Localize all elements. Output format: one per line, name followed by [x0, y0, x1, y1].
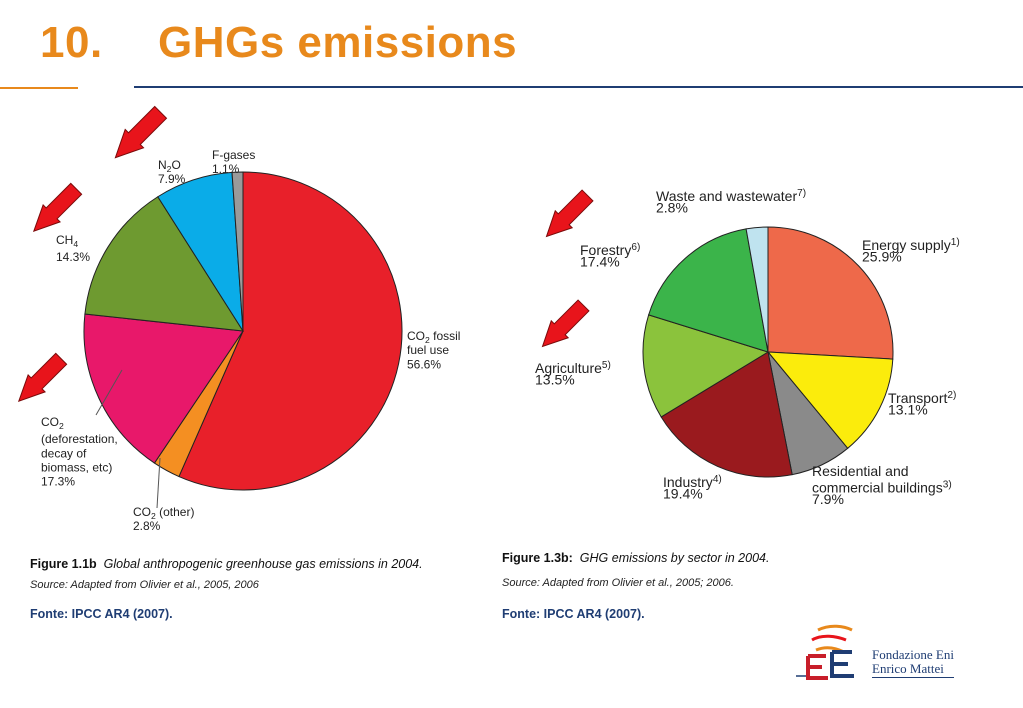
- title-text: GHGs emissions: [158, 18, 518, 67]
- feem-logo: Fondazione Eni Enrico Mattei: [796, 622, 976, 688]
- title-rule-right: [134, 86, 1023, 88]
- slice-label: CO2 fossil fuel use 56.6%: [407, 329, 460, 371]
- figure-1-3b-fonte: Fonte: IPCC AR4 (2007).: [502, 607, 645, 621]
- red-arrow-icon: [17, 352, 68, 403]
- caption-label: Figure 1.3b:: [502, 551, 573, 565]
- slice-label: Waste and wastewater7) 2.8%: [656, 188, 806, 216]
- label-leader-line: [156, 457, 161, 509]
- slice-label: N2O 7.9%: [158, 158, 186, 186]
- figure-1-3b-caption: Figure 1.3b: GHG emissions by sector in …: [502, 551, 769, 565]
- pie-slice-f-gases: [231, 171, 244, 332]
- caption-label: Figure 1.1b: [30, 557, 97, 571]
- slice-label: CO2 (other) 2.8%: [133, 505, 194, 533]
- pie-chart-global-emissions: CO2 fossil fuel use 56.6% CO2 (other) 2.8% CO…: [17, 105, 460, 533]
- pie-slice-co2-fossil-fuel-use: [178, 171, 403, 491]
- title-number: 10.: [40, 18, 103, 67]
- slice-label: CH4 14.3%: [56, 233, 90, 264]
- logo-line-2: Enrico Mattei: [872, 662, 954, 678]
- slice-label: CO2 (deforestation, decay of biomass, etc) 1…: [41, 415, 118, 489]
- pie-slice-forestry: [648, 228, 769, 353]
- pie-slice-waste-and-wastewater: [745, 226, 769, 353]
- slice-label: Industry4) 19.4%: [663, 474, 722, 502]
- slice-label: Forestry6) 17.4%: [580, 242, 640, 270]
- page-title: 10. GHGs emissions: [40, 18, 517, 68]
- figure-1-1b-fonte: Fonte: IPCC AR4 (2007).: [30, 607, 173, 621]
- pie-slice-ch4: [84, 196, 244, 332]
- logo-line-1: Fondazione Eni: [872, 647, 954, 662]
- slice-label: F-gases 1.1%: [212, 148, 255, 176]
- pie-slice-energy-supply: [767, 226, 894, 360]
- pie-chart-sector-emissions: Energy supply1) 25.9% Transport2) 13.1% Resi…: [535, 188, 960, 507]
- caption-text: GHG emissions by sector in 2004.: [579, 551, 770, 565]
- pie-slice-agriculture: [642, 314, 770, 418]
- figure-1-1b-caption: Figure 1.1b Global anthropogenic greenho…: [30, 557, 423, 571]
- title-rule-left: [0, 87, 78, 89]
- label-leader-line: [95, 369, 123, 416]
- feem-logo-mark: [796, 624, 854, 680]
- figure-1-3b-source: Source: Adapted from Olivier et al., 200…: [502, 577, 734, 589]
- slice-label: Transport2) 13.1%: [888, 390, 956, 418]
- pie-slice-co2-deforestation-decay-of-biomass-etc: [83, 313, 244, 464]
- slice-label: Residential and commercial buildings3) 7.9…: [812, 463, 952, 507]
- red-arrow-icon: [545, 189, 594, 238]
- pie-slice-transport: [766, 351, 894, 450]
- slice-label: Energy supply1) 25.9%: [862, 237, 960, 265]
- caption-text: Global anthropogenic greenhouse gas emis…: [103, 557, 423, 571]
- red-arrow-icon: [32, 182, 83, 233]
- slice-label: Agriculture5) 13.5%: [535, 360, 611, 388]
- pie-slice-industry: [660, 351, 793, 478]
- feem-logo-text: Fondazione Eni Enrico Mattei: [872, 648, 954, 678]
- red-arrow-icon: [114, 105, 168, 159]
- figure-1-1b-source: Source: Adapted from Olivier et al., 200…: [30, 579, 259, 591]
- red-arrow-icon: [541, 299, 590, 348]
